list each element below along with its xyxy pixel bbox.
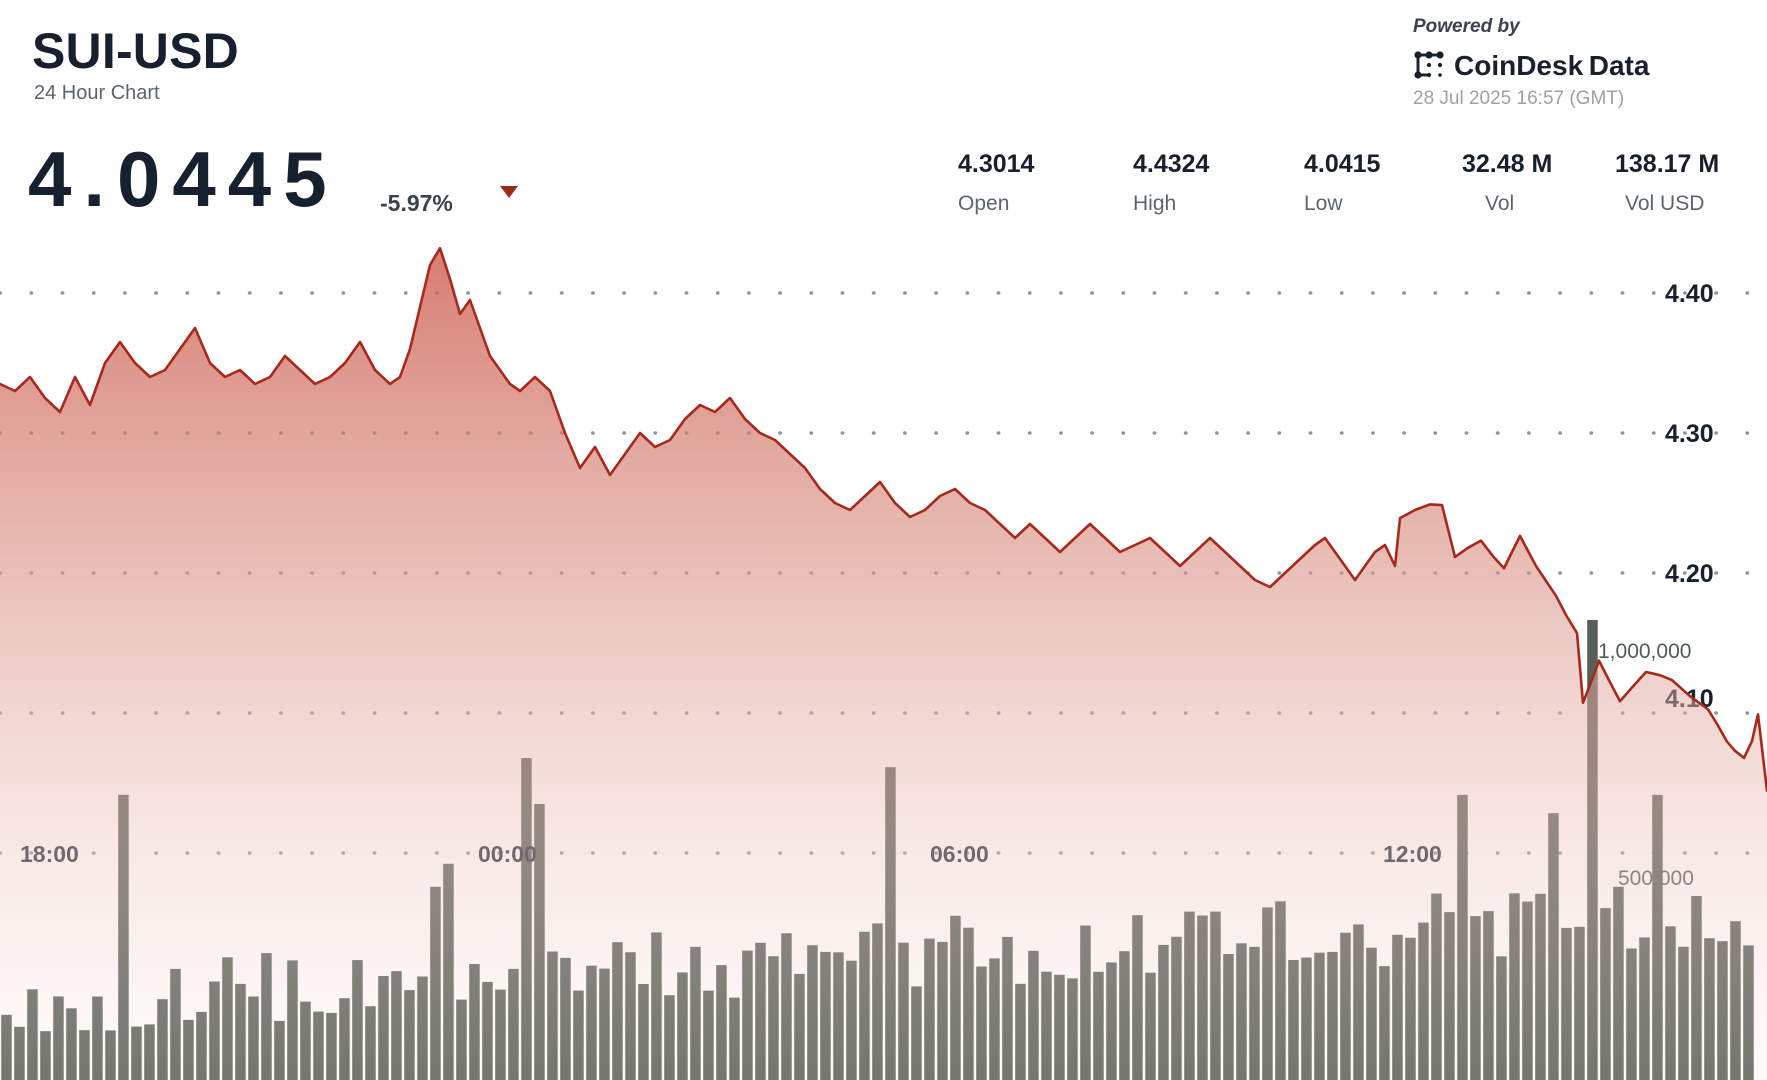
svg-text:4.40: 4.40	[1665, 280, 1714, 308]
svg-text:1,000,000: 1,000,000	[1598, 640, 1691, 663]
svg-text:4.20: 4.20	[1665, 560, 1714, 588]
svg-text:4.30: 4.30	[1665, 420, 1714, 448]
